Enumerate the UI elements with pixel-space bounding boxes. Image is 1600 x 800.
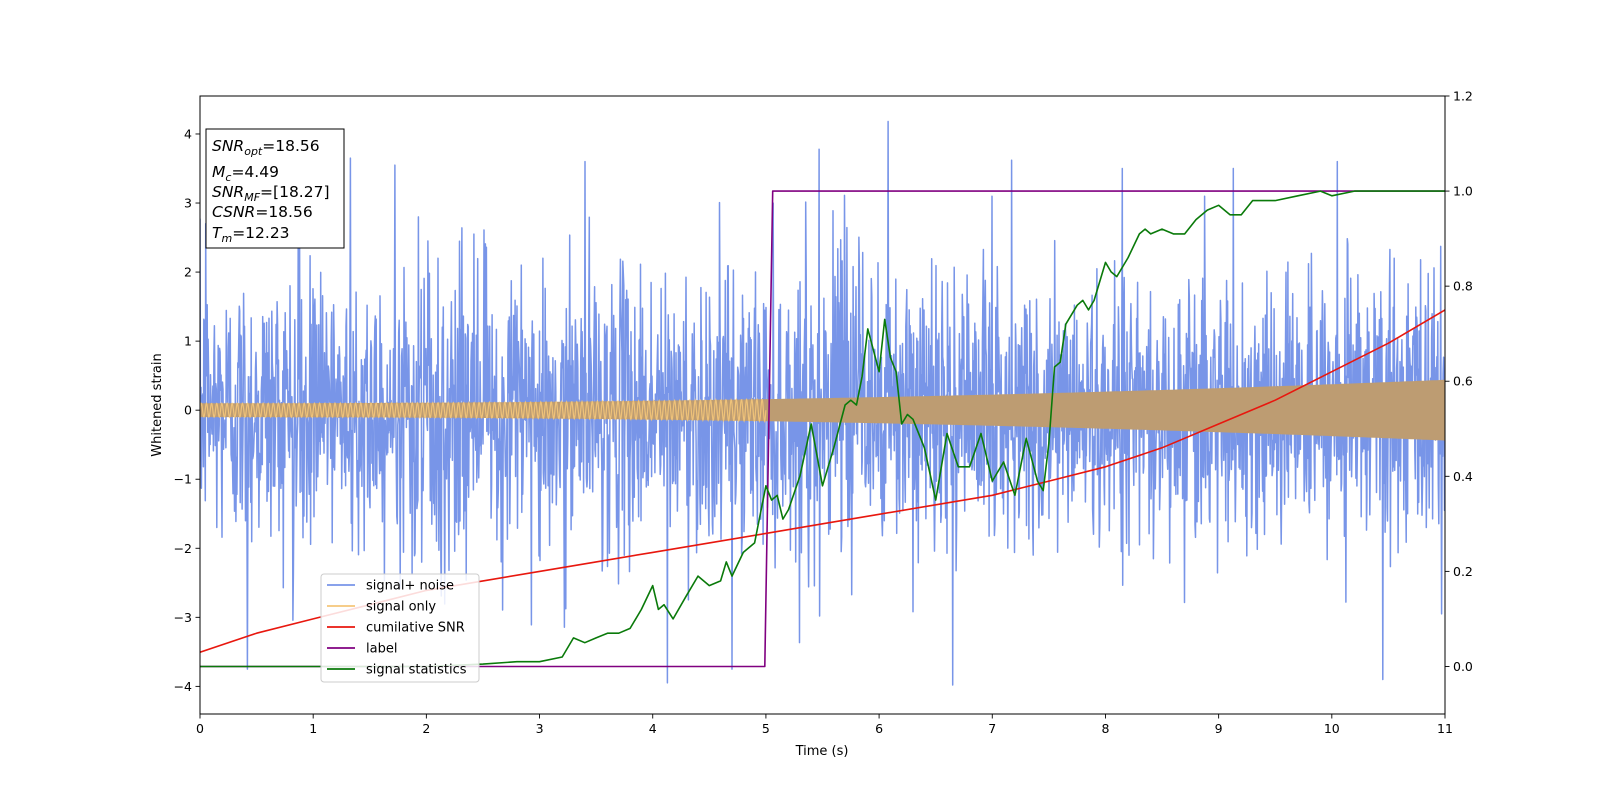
y2-tick-label: 0.2 [1453,564,1473,579]
plot-frame [199,95,1446,715]
y-tick-label: −4 [174,679,192,694]
y-tick-label: 0 [184,403,192,418]
x-tick-label: 0 [196,721,204,736]
annotation-line: Mc=4.49 [212,163,279,184]
y2-tick-label: 0.6 [1453,374,1473,389]
annotation-line: SNRopt=18.56 [212,137,320,158]
y-tick-label: 2 [184,265,192,280]
x-tick-label: 1 [309,721,317,736]
y2-tick-label: 0.4 [1453,469,1473,484]
signal-statistics-line [200,190,1445,668]
legend-label: signal only [366,600,436,615]
signal-only-line [200,397,767,424]
y2-tick-label: 1.0 [1453,184,1473,199]
x-tick-label: 5 [762,721,770,736]
legend-label: cumilative SNR [366,621,465,636]
y2-tick-label: 0.0 [1453,659,1473,674]
x-tick-label: 7 [988,721,996,736]
annotation-line: SNRMF=[18.27] [212,183,330,204]
x-tick-label: 3 [536,721,544,736]
annotation-line: Tm=12.23 [212,224,290,245]
x-axis-label: Time (s) [795,744,849,759]
y-tick-label: −3 [174,610,192,625]
x-tick-label: 11 [1437,721,1453,736]
legend-frame [320,573,480,683]
y-tick-label: −2 [174,541,192,556]
legend-label: label [366,642,397,657]
y2-tick-label: 1.2 [1453,89,1473,104]
y-tick-label: 4 [184,126,192,141]
y-axis-left: −4 −3 −2 −1 0 1 2 3 4 [174,126,200,694]
plot-area [200,120,1445,686]
annotation-line: CSNR=18.56 [212,203,313,221]
y-axis-right: 0.0 0.2 0.4 0.6 0.8 1.0 1.2 [1445,89,1473,674]
legend-label: signal statistics [366,663,467,678]
y-tick-label: 1 [184,334,192,349]
x-tick-label: 2 [422,721,430,736]
y-axis-label: Whitened strain [150,353,165,456]
x-axis: 0 1 2 3 4 5 6 7 8 9 10 11 [196,714,1453,736]
y2-tick-label: 0.8 [1453,279,1473,294]
signal-only-band [200,379,1445,441]
legend-label: signal+ noise [366,579,454,594]
label-line [200,190,1445,668]
x-tick-label: 6 [875,721,883,736]
x-tick-label: 9 [1215,721,1223,736]
y-tick-label: −1 [174,472,192,487]
x-tick-label: 8 [1101,721,1109,736]
y-tick-label: 3 [184,196,192,211]
metrics-annotation-box: SNRopt=18.56 Mc=4.49SNRMF=[18.27]CSNR=18.… [205,128,345,249]
x-tick-label: 10 [1324,721,1340,736]
legend: signal+ noise signal only cumilative SNR la… [320,573,480,683]
x-tick-label: 4 [649,721,657,736]
annotation-frame [205,128,345,249]
signal-only-series [200,379,1445,441]
